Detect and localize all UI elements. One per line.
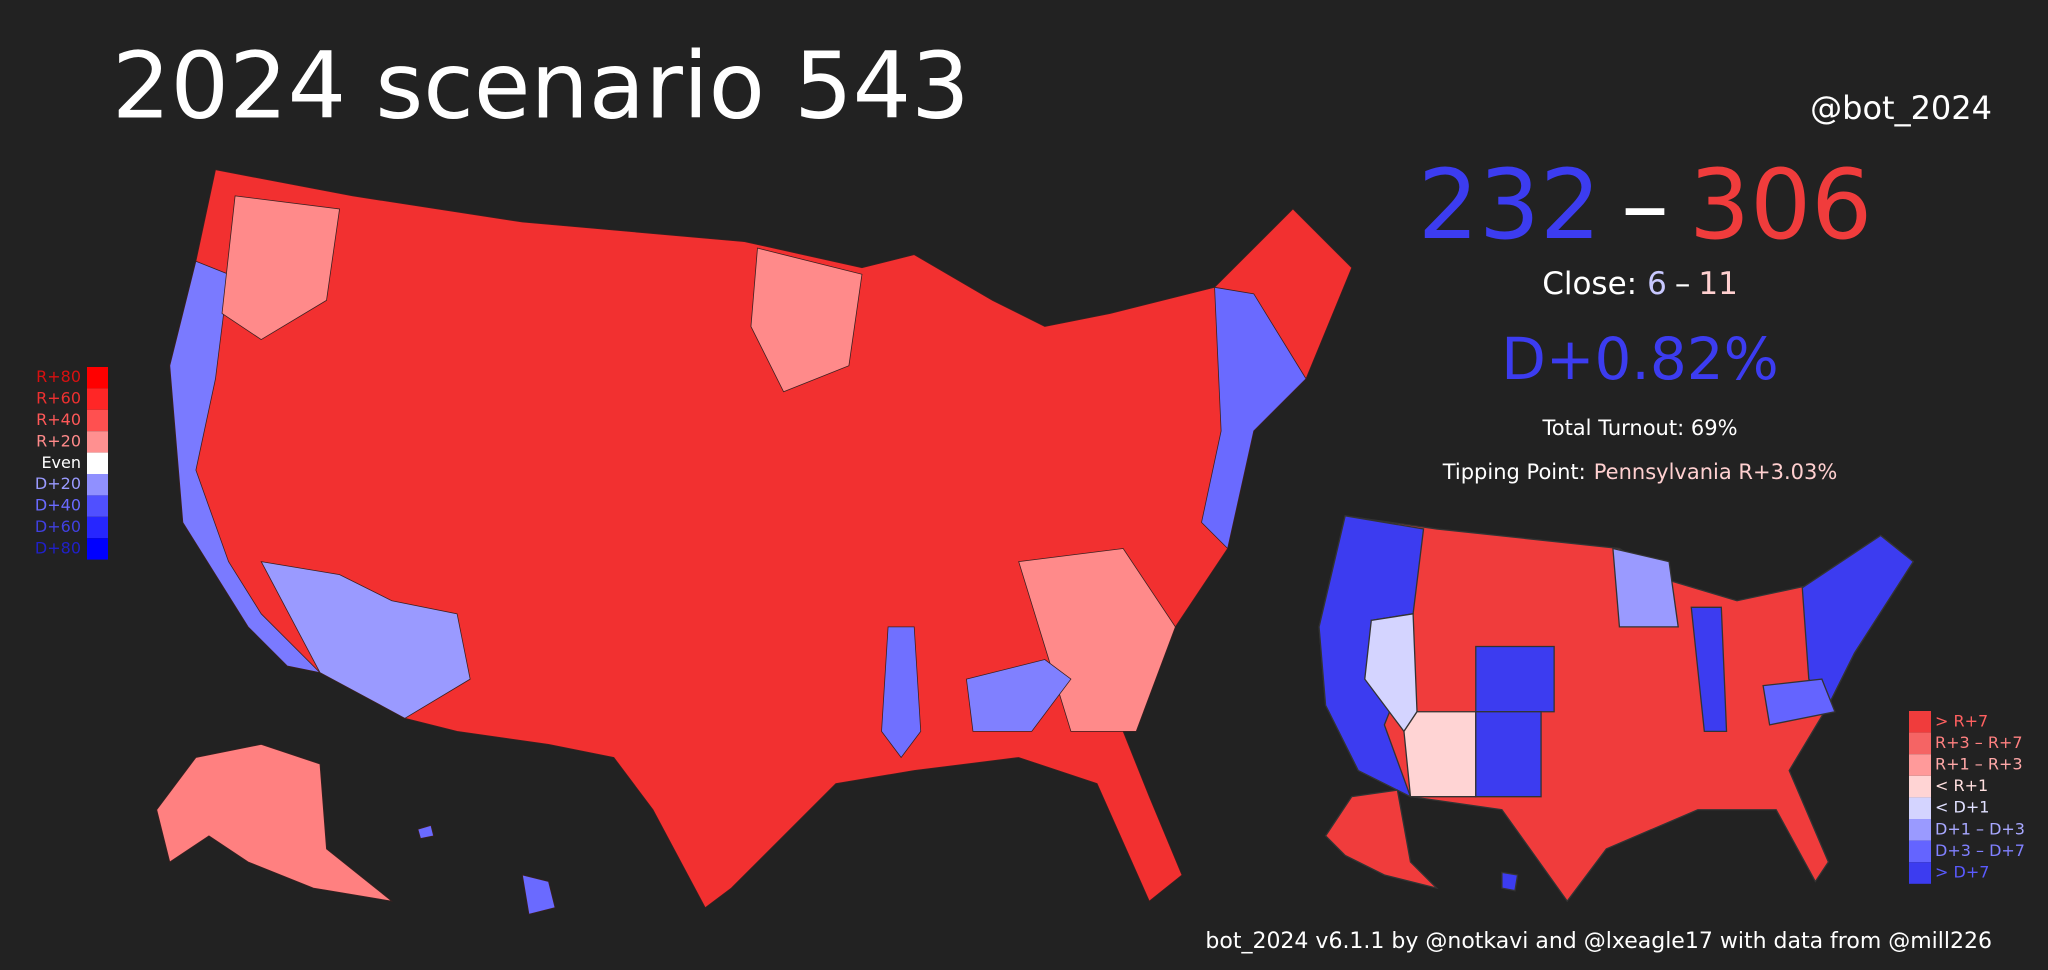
state-map-alaska — [1324, 789, 1439, 890]
legend-swatch — [87, 538, 108, 560]
close-label: Close: — [1542, 266, 1637, 302]
legend-swatch — [1909, 819, 1931, 841]
title: 2024 scenario 543 — [112, 32, 970, 139]
legend-label: D+20 — [35, 474, 81, 493]
state-map-northeast — [1801, 534, 1915, 707]
legend-swatch — [1909, 797, 1931, 819]
tipping-point: Tipping Point: Pennsylvania R+3.03% — [1442, 460, 1838, 484]
legend-swatch — [87, 495, 108, 517]
county-map-northeast — [1201, 286, 1307, 550]
legend-swatch — [1909, 775, 1931, 798]
close-states: Close: 6–11 — [1542, 266, 1738, 302]
legend-label: R+80 — [36, 367, 81, 386]
legend-label: R+1 – R+3 — [1935, 755, 2023, 774]
legend-label: > R+7 — [1935, 711, 1988, 730]
county-map-hawaii — [417, 824, 435, 839]
legend-swatch — [87, 388, 108, 410]
close-rep: 11 — [1698, 266, 1737, 302]
dem-ev: 232 — [1418, 149, 1601, 261]
state-map-new-mexico — [1475, 711, 1542, 798]
legend-label: R+40 — [36, 410, 81, 429]
legend-swatch — [87, 474, 108, 496]
legend-label: < R+1 — [1935, 776, 1988, 795]
turnout: Total Turnout: 69% — [1541, 416, 1737, 440]
county-map — [156, 169, 1353, 915]
legend-label: Even — [41, 453, 81, 472]
legend-swatch — [1909, 711, 1931, 733]
state-map-illinois — [1690, 606, 1728, 733]
legend-swatch — [1909, 732, 1931, 755]
county-map-west-coast — [169, 260, 322, 674]
tipping-label: Tipping Point: — [1442, 460, 1586, 484]
county-map-blue-belt — [966, 659, 1072, 732]
tipping-value: Pennsylvania R+3.03% — [1594, 460, 1838, 484]
legend-label: D+80 — [35, 538, 81, 557]
county-map-light-areas — [750, 247, 863, 393]
handle: @bot_2024 — [1810, 89, 1992, 127]
state-map-colorado — [1475, 645, 1555, 713]
legend-swatch — [1909, 862, 1931, 884]
legend-label: D+1 – D+3 — [1935, 819, 2025, 838]
state-map-minnesota — [1612, 547, 1679, 628]
rep-ev: 306 — [1689, 149, 1872, 261]
county-map-hawaii — [521, 874, 556, 915]
legend-label: R+60 — [36, 389, 81, 408]
state-map-virginia — [1762, 678, 1836, 726]
state-map-arizona — [1403, 711, 1477, 798]
county-map-light-areas — [221, 195, 341, 341]
state-map — [1318, 515, 1915, 903]
legend-swatch — [1909, 754, 1931, 776]
state-map-hawaii — [1501, 871, 1519, 892]
legend-label: R+3 – R+7 — [1935, 733, 2023, 752]
legend-label: D+40 — [35, 496, 81, 515]
legend-label: > D+7 — [1935, 863, 1989, 882]
county-map-southwest — [260, 561, 471, 719]
legend-swatch — [1909, 840, 1931, 863]
county-map-blue-belt — [881, 626, 922, 759]
legend-swatch — [87, 409, 108, 432]
footer: bot_2024 v6.1.1 by @notkavi and @lxeagle… — [1205, 929, 1992, 954]
legend-label: D+3 – D+7 — [1935, 841, 2025, 860]
legend-label: < D+1 — [1935, 798, 1989, 817]
close-separator: – — [1675, 266, 1691, 302]
legend-swatch — [87, 516, 108, 539]
legend-swatch — [87, 452, 108, 474]
county-map-alaska — [156, 744, 394, 902]
legend-label: R+20 — [36, 431, 81, 450]
legend-swatch — [87, 431, 108, 453]
legend-swatch — [87, 367, 108, 389]
legend-label: D+60 — [35, 517, 81, 536]
ev-separator: – — [1621, 149, 1669, 261]
popular-margin: D+0.82% — [1501, 325, 1779, 393]
close-dem: 6 — [1647, 266, 1667, 302]
electoral-votes: 232–306 — [1418, 149, 1872, 261]
